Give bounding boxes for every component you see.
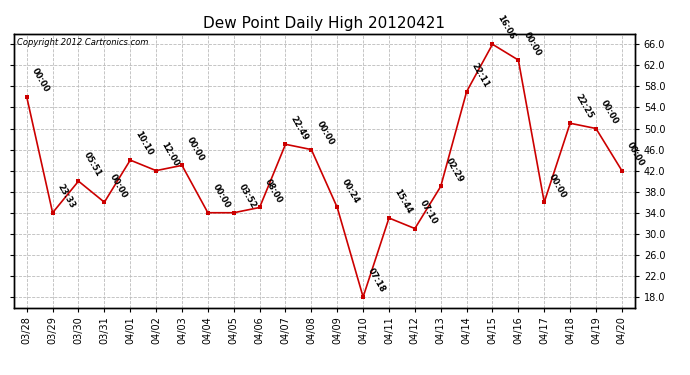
Text: 07:18: 07:18 xyxy=(366,267,387,294)
Text: 03:52: 03:52 xyxy=(237,183,258,210)
Text: 00:00: 00:00 xyxy=(211,183,232,210)
Text: 05:51: 05:51 xyxy=(81,151,103,178)
Text: 08:00: 08:00 xyxy=(263,177,284,205)
Text: 10:10: 10:10 xyxy=(133,130,155,158)
Text: 23:33: 23:33 xyxy=(56,183,77,210)
Text: Copyright 2012 Cartronics.com: Copyright 2012 Cartronics.com xyxy=(17,38,148,47)
Text: 00:24: 00:24 xyxy=(340,177,362,205)
Text: 07:10: 07:10 xyxy=(418,198,439,226)
Title: Dew Point Daily High 20120421: Dew Point Daily High 20120421 xyxy=(204,16,445,31)
Text: 00:00: 00:00 xyxy=(522,30,542,57)
Text: 00:00: 00:00 xyxy=(108,172,128,200)
Text: 02:29: 02:29 xyxy=(444,156,465,184)
Text: 00:00: 00:00 xyxy=(625,141,646,168)
Text: 00:00: 00:00 xyxy=(30,67,51,94)
Text: 16:06: 16:06 xyxy=(495,14,517,42)
Text: 00:00: 00:00 xyxy=(599,99,620,126)
Text: 00:00: 00:00 xyxy=(315,120,335,147)
Text: 00:00: 00:00 xyxy=(547,172,569,200)
Text: 22:25: 22:25 xyxy=(573,93,595,121)
Text: 12:00: 12:00 xyxy=(159,140,180,168)
Text: 15:44: 15:44 xyxy=(392,188,413,215)
Text: 22:11: 22:11 xyxy=(470,61,491,89)
Text: 00:00: 00:00 xyxy=(185,135,206,163)
Text: 22:49: 22:49 xyxy=(288,114,310,142)
